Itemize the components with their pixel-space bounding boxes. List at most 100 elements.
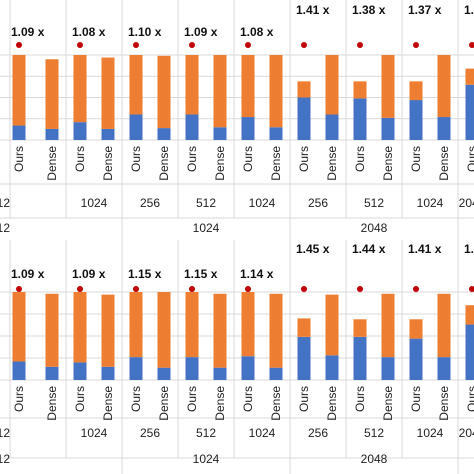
- category-label: Dense: [157, 386, 171, 421]
- bar-segment-blue: [325, 355, 339, 380]
- category-label: Ours: [12, 386, 26, 412]
- speedup-marker: [413, 42, 419, 48]
- chart-panel-1: Ours Dense Ours Dense Ours Dense Ours Dense Ours…: [0, 0, 474, 240]
- speedup-label: 1.15 x: [128, 267, 162, 281]
- bar-segment-orange: [185, 55, 199, 115]
- speedup-marker: [357, 42, 363, 48]
- category-label: Ours: [185, 386, 199, 412]
- speedup-label: 1.3: [464, 3, 474, 17]
- bar-segment-orange: [241, 55, 255, 118]
- bar-segment-orange: [185, 292, 199, 358]
- speedup-marker: [301, 286, 307, 292]
- speedup-label: 1.09 x: [11, 267, 45, 281]
- speedup-label: 1.44 x: [352, 242, 386, 256]
- category-label: Ours: [297, 386, 311, 412]
- bar-segment-orange: [353, 319, 367, 337]
- bar-segment-blue: [409, 100, 423, 140]
- bar-segment-blue: [129, 357, 143, 380]
- category-label: Dense: [381, 386, 395, 421]
- bar-segment-blue: [297, 336, 311, 380]
- group-label: 1024: [249, 196, 276, 210]
- bar-segment-orange: [101, 57, 115, 129]
- speedup-label: 1.09 x: [11, 25, 45, 39]
- speedup-label: 1.37 x: [408, 3, 442, 17]
- speedup-marker: [133, 286, 139, 292]
- outer-group-label: 1024: [193, 452, 220, 466]
- bar-segment-orange: [437, 55, 451, 118]
- speedup-marker: [469, 42, 474, 48]
- category-label: Dense: [269, 146, 283, 181]
- category-label: Dense: [213, 146, 227, 181]
- category-label: Dense: [437, 146, 451, 181]
- chart-panel-2: Ours Dense Ours Dense Ours Dense Ours Dense Ours…: [0, 240, 474, 474]
- bar-segment-orange: [409, 319, 423, 339]
- bar-segment-blue: [409, 338, 423, 380]
- bar-segment-blue: [437, 117, 451, 140]
- bar-segment-orange: [73, 292, 87, 363]
- bar-segment-orange: [325, 294, 339, 356]
- bar-segment-orange: [269, 55, 283, 128]
- category-label: Ours: [12, 146, 26, 172]
- bar-segment-orange: [129, 55, 143, 115]
- bar-segment-blue: [437, 357, 451, 380]
- category-label: Dense: [45, 146, 59, 181]
- category-label: Ours: [129, 386, 143, 412]
- category-label: Ours: [129, 146, 143, 172]
- bar-segment-blue: [241, 356, 255, 380]
- bar-segment-orange: [465, 305, 474, 325]
- group-label: 512: [364, 196, 384, 210]
- bar-segment-blue: [325, 114, 339, 140]
- speedup-label: 1.14 x: [240, 267, 274, 281]
- speedup-marker: [189, 42, 195, 48]
- bar-segment-blue: [12, 125, 26, 140]
- group-label: 512: [196, 426, 216, 440]
- group-label: 1024: [249, 426, 276, 440]
- bar-segment-blue: [381, 117, 395, 140]
- category-label: Dense: [437, 386, 451, 421]
- speedup-marker: [16, 42, 22, 48]
- speedup-label: 1.09 x: [184, 25, 218, 39]
- speedup-label: 1.41 x: [408, 242, 442, 256]
- group-label: 512: [364, 426, 384, 440]
- speedup-marker: [189, 286, 195, 292]
- bar-segment-orange: [465, 68, 474, 85]
- category-label: Ours: [353, 386, 367, 412]
- bar-segment-orange: [241, 292, 255, 357]
- bar-segment-blue: [241, 117, 255, 140]
- category-label: Ours: [409, 386, 423, 412]
- speedup-label: 1.15 x: [184, 267, 218, 281]
- group-label: 1024: [81, 426, 108, 440]
- speedup-label: 1.09 x: [72, 267, 106, 281]
- bar-segment-blue: [101, 128, 115, 140]
- bar-segment-blue: [213, 127, 227, 140]
- bar-segment-orange: [45, 59, 59, 129]
- bar-segment-orange: [213, 293, 227, 368]
- speedup-marker: [133, 42, 139, 48]
- category-label: Dense: [101, 386, 115, 421]
- bar-segment-orange: [101, 294, 115, 367]
- category-label: Ours: [465, 146, 474, 172]
- speedup-marker: [16, 286, 22, 292]
- group-label: 512: [196, 196, 216, 210]
- bar-segment-blue: [45, 128, 59, 140]
- category-label: Ours: [241, 146, 255, 172]
- bar-segment-blue: [465, 84, 474, 140]
- outer-group-label: 2048: [361, 452, 388, 466]
- bar-segment-blue: [269, 127, 283, 140]
- outer-group-label: 512: [0, 221, 10, 235]
- group-label: 2048: [459, 196, 474, 210]
- bar-segment-orange: [129, 292, 143, 358]
- speedup-marker: [301, 42, 307, 48]
- speedup-marker: [245, 42, 251, 48]
- group-label: 256: [308, 426, 328, 440]
- bar-segment-orange: [73, 55, 87, 123]
- category-label: Ours: [353, 146, 367, 172]
- bar-segment-orange: [45, 293, 59, 367]
- bar-segment-orange: [297, 81, 311, 98]
- category-label: Dense: [157, 146, 171, 181]
- bar-segment-orange: [157, 292, 171, 368]
- bar-segment-blue: [101, 366, 115, 380]
- category-label: Ours: [241, 386, 255, 412]
- speedup-label: 1.4: [464, 242, 474, 256]
